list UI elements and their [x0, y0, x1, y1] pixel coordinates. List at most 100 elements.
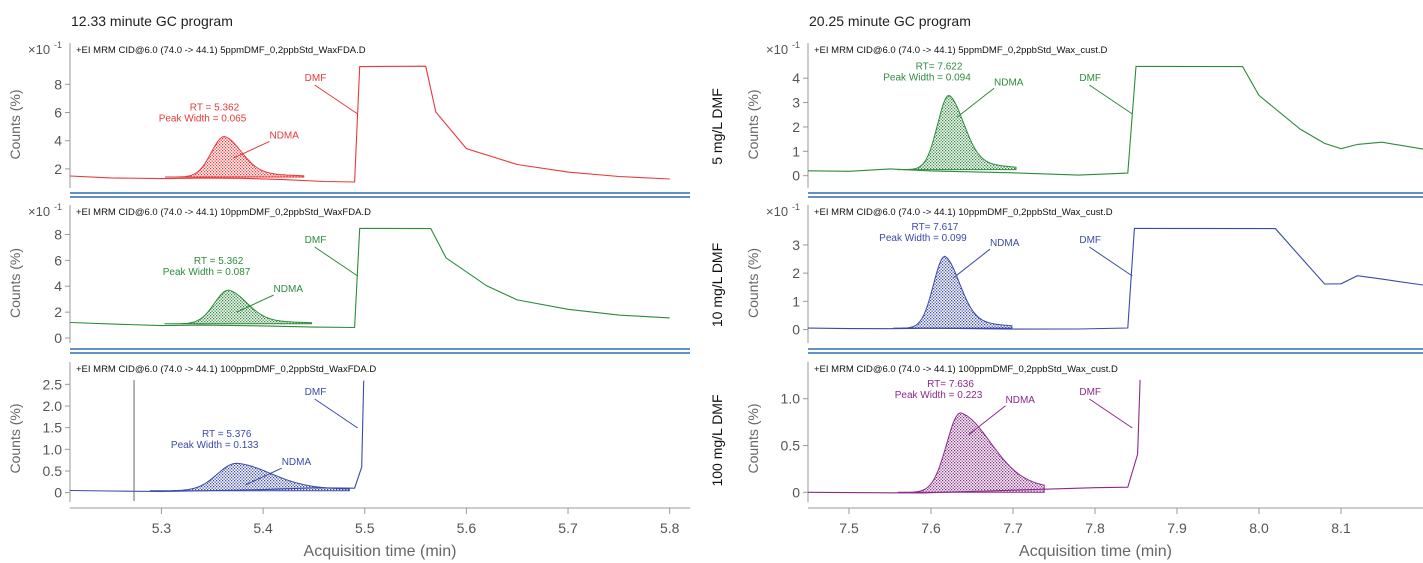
- panel-1: ×10 -1 +EI MRM CID@6.0 (74.0 -> 44.1) 5ppm…: [7, 40, 690, 198]
- y-tick-label: 0: [54, 330, 62, 346]
- rt-label: RT= 7.636: [927, 379, 974, 390]
- panel-header: +EI MRM CID@6.0 (74.0 -> 44.1) 10ppmDMF_…: [814, 207, 1113, 218]
- y-tick-label: 0: [792, 168, 800, 184]
- ndma-peak: [164, 289, 313, 325]
- y-tick-label: 8: [54, 226, 62, 242]
- ndma-arrow: [244, 467, 282, 486]
- y-tick-label: 2.0: [43, 398, 63, 414]
- panel-1: ×10 -1 +EI MRM CID@6.0 (74.0 -> 44.1) 5ppm…: [709, 40, 1423, 198]
- y-tick-label: 0: [54, 485, 62, 501]
- trace-line: [70, 65, 670, 183]
- ndma-label: NDMA: [282, 457, 312, 468]
- y-axis-label: Counts (%): [7, 403, 23, 473]
- ndma-label: NDMA: [1006, 395, 1036, 406]
- x-tick-label: 5.5: [355, 520, 375, 536]
- dmf-arrow: [1089, 84, 1133, 115]
- y-tick-label: 4: [54, 278, 62, 294]
- y-tick-label: 3: [792, 237, 800, 253]
- y-tick-label: 1.5: [43, 420, 63, 436]
- y-tick-label: 0: [792, 484, 800, 500]
- peak-width-label: Peak Width = 0.099: [879, 233, 967, 244]
- dmf-arrow: [314, 84, 358, 115]
- y-axis-label: Counts (%): [745, 248, 761, 318]
- ndma-peak: [897, 412, 1045, 493]
- panel-header: +EI MRM CID@6.0 (74.0 -> 44.1) 100ppmDMF…: [814, 364, 1118, 375]
- dmf-arrow: [1089, 246, 1133, 277]
- x-axis-label: Acquisition time (min): [1019, 543, 1172, 560]
- ndma-arrow: [232, 141, 270, 159]
- x-tick-label: 5.7: [558, 520, 578, 536]
- ndma-peak: [897, 94, 1017, 171]
- ndma-label: NDMA: [274, 284, 304, 295]
- x-tick-label: 5.8: [660, 520, 680, 536]
- dmf-arrow: [314, 246, 358, 277]
- x-tick-label: 7.9: [1167, 520, 1187, 536]
- y-tick-label: 3: [792, 95, 800, 111]
- ndma-label: NDMA: [990, 238, 1020, 249]
- panel-header: +EI MRM CID@6.0 (74.0 -> 44.1) 10ppmDMF_…: [76, 207, 371, 218]
- rt-label: RT = 5.376: [202, 429, 252, 440]
- y-multiplier: ×10: [28, 204, 50, 219]
- y-multiplier-exponent: -1: [792, 202, 800, 212]
- chart-title: 12.33 minute GC program: [71, 13, 233, 29]
- y-axis-label: Counts (%): [7, 248, 23, 318]
- y-tick-label: 0.5: [781, 438, 801, 454]
- x-tick-label: 8.1: [1331, 520, 1351, 536]
- x-tick-label: 5.6: [457, 520, 477, 536]
- x-tick-label: 7.7: [1003, 520, 1023, 536]
- ndma-peak: [165, 135, 305, 178]
- panel-header: +EI MRM CID@6.0 (74.0 -> 44.1) 100ppmDMF…: [76, 364, 376, 375]
- y-tick-label: 4: [54, 133, 62, 149]
- chart-title: 20.25 minute GC program: [809, 13, 971, 29]
- y-multiplier-exponent: -1: [54, 40, 62, 50]
- x-tick-label: 5.4: [253, 520, 273, 536]
- chart-1: 12.33 minute GC program ×10 -1 +EI MRM CID@…: [7, 13, 690, 560]
- panel-2: ×10 -1 +EI MRM CID@6.0 (74.0 -> 44.1) 10pp…: [709, 202, 1423, 354]
- row-label: 10 mg/L DMF: [709, 243, 725, 327]
- y-tick-label: 2: [792, 119, 800, 135]
- ndma-label: NDMA: [994, 77, 1024, 88]
- y-tick-label: 2: [792, 265, 800, 281]
- dmf-label: DMF: [305, 73, 327, 84]
- y-tick-label: 6: [54, 252, 62, 268]
- y-tick-label: 0.5: [43, 463, 63, 479]
- row-label: 5 mg/L DMF: [709, 88, 725, 165]
- dmf-label: DMF: [305, 235, 327, 246]
- ndma-arrow: [236, 294, 274, 313]
- trace-line: [70, 227, 670, 329]
- x-tick-label: 7.8: [1085, 520, 1105, 536]
- ndma-peak: [149, 462, 350, 492]
- rt-label: RT= 7.622: [916, 61, 963, 72]
- chart-2: 20.25 minute GC program ×10 -1 +EI MRM CID@…: [709, 13, 1423, 560]
- x-tick-label: 7.6: [921, 520, 941, 536]
- y-tick-label: 4: [792, 70, 800, 86]
- peak-width-label: Peak Width = 0.223: [895, 390, 983, 401]
- y-tick-label: 6: [54, 105, 62, 121]
- y-multiplier: ×10: [28, 42, 50, 57]
- ndma-arrow: [952, 248, 991, 279]
- y-multiplier-exponent: -1: [792, 40, 800, 50]
- dmf-label: DMF: [305, 387, 327, 398]
- dmf-label: DMF: [1079, 387, 1101, 398]
- rt-label: RT = 5.362: [190, 102, 240, 113]
- peak-width-label: Peak Width = 0.133: [171, 440, 259, 451]
- x-tick-label: 7.5: [839, 520, 859, 536]
- y-multiplier: ×10: [766, 42, 788, 57]
- trace-line: [808, 227, 1423, 330]
- x-tick-label: 8.0: [1249, 520, 1269, 536]
- panel-2: ×10 -1 +EI MRM CID@6.0 (74.0 -> 44.1) 10pp…: [7, 202, 690, 354]
- row-label: 100 mg/L DMF: [709, 394, 725, 486]
- peak-width-label: Peak Width = 0.087: [163, 267, 251, 278]
- ndma-arrow: [968, 405, 1006, 436]
- panel-3: +EI MRM CID@6.0 (74.0 -> 44.1) 100ppmDMF…: [7, 362, 376, 502]
- dmf-arrow: [314, 398, 358, 429]
- peak-width-label: Peak Width = 0.094: [883, 72, 971, 83]
- y-tick-label: 0: [792, 322, 800, 338]
- ndma-arrow: [956, 87, 995, 118]
- rt-label: RT= 7.617: [912, 222, 959, 233]
- panel-3: +EI MRM CID@6.0 (74.0 -> 44.1) 100ppmDMF…: [709, 362, 1141, 502]
- x-tick-label: 5.3: [152, 520, 172, 536]
- trace-line: [70, 380, 365, 493]
- y-axis-label: Counts (%): [7, 89, 23, 159]
